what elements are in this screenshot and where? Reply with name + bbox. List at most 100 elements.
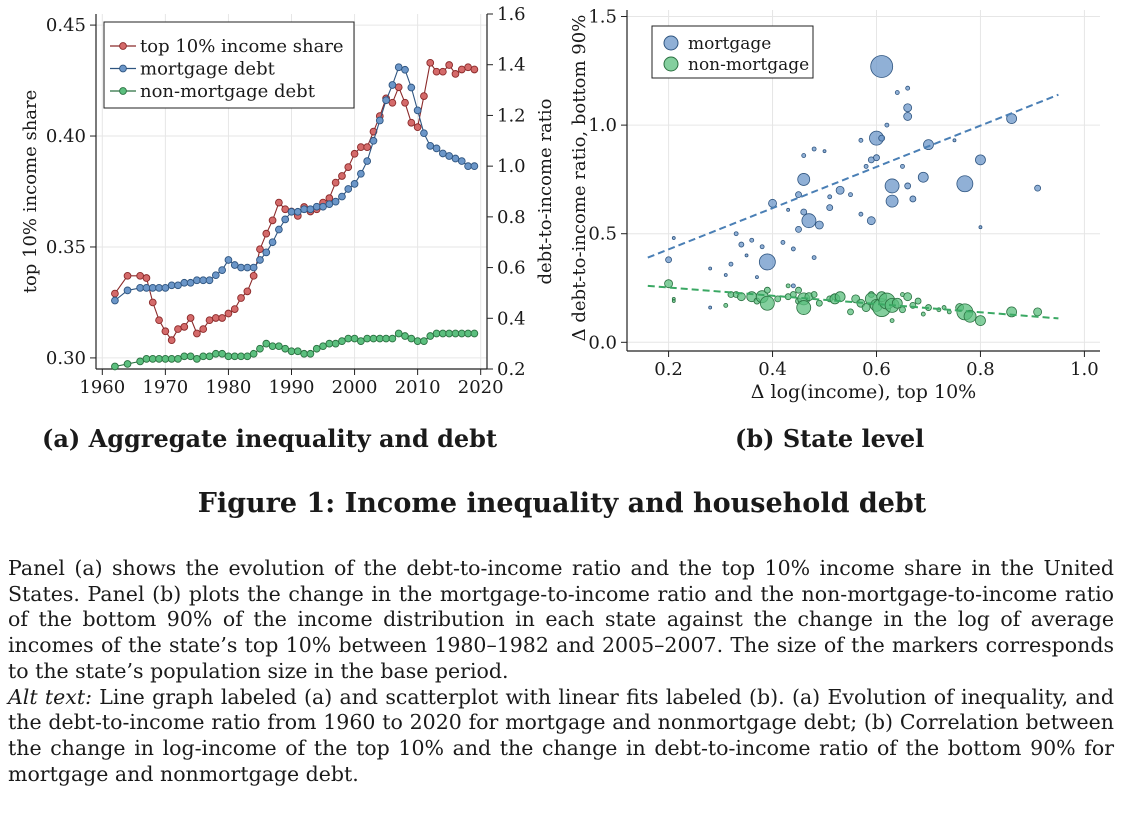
panel-b-caption: (b) State level: [735, 424, 925, 453]
scatter-point-mortgage: [975, 154, 986, 166]
y-left-tick-label: 0.35: [46, 237, 86, 258]
data-point-nonmortgage: [293, 347, 302, 356]
data-point-top10: [218, 314, 226, 322]
data-point-nonmortgage: [344, 334, 353, 343]
legend-box: [651, 25, 814, 79]
scatter-point-mortgage: [665, 256, 672, 264]
legend-label-mortgage: mortgage: [688, 34, 771, 54]
x-tick-label: 0.2: [654, 359, 683, 380]
data-point-nonmortgage: [413, 337, 422, 345]
data-point-nonmortgage: [439, 329, 447, 338]
scatter-point-nonmortgage: [963, 309, 977, 323]
data-point-nonmortgage: [268, 342, 277, 351]
data-point-mortgage: [111, 296, 119, 305]
data-point-mortgage: [167, 281, 176, 290]
data-point-mortgage: [344, 185, 353, 193]
y-right-axis-label: debt-to-income ratio: [535, 98, 556, 284]
scatter-point-mortgage: [903, 112, 913, 121]
scatter-point-mortgage: [738, 241, 745, 248]
data-point-nonmortgage: [142, 355, 151, 363]
scatter-point-nonmortgage: [975, 315, 986, 326]
data-point-nonmortgage: [420, 337, 428, 345]
data-point-mortgage: [388, 81, 397, 89]
data-point-mortgage: [199, 276, 208, 285]
scatter-point-nonmortgage: [914, 297, 922, 305]
y-tick-label: 0.0: [588, 332, 617, 353]
scatter-point-nonmortgage: [723, 302, 729, 308]
data-point-nonmortgage: [300, 349, 308, 358]
data-point-top10: [199, 325, 208, 333]
data-point-nonmortgage: [470, 329, 479, 338]
data-point-mortgage: [420, 129, 428, 138]
panel-a-caption: (a) Aggregate inequality and debt: [42, 424, 498, 453]
fit-line-nonmortgage: [647, 284, 1059, 320]
scatter-point-mortgage: [885, 194, 899, 208]
scatter-point-mortgage: [863, 163, 869, 169]
scatter-point-mortgage: [795, 191, 802, 199]
scatter-point-mortgage: [723, 273, 728, 277]
scatter-point-mortgage: [878, 134, 886, 142]
data-point-top10: [281, 205, 290, 214]
data-point-mortgage: [275, 225, 283, 234]
scatter-point-mortgage: [884, 122, 890, 128]
data-point-mortgage: [312, 202, 321, 211]
data-point-mortgage: [457, 157, 466, 165]
data-point-mortgage: [464, 162, 472, 170]
scatter-point-mortgage: [758, 253, 776, 271]
scatter-point-mortgage: [858, 137, 864, 143]
x-tick-label: 1.0: [1070, 359, 1099, 380]
data-point-top10: [230, 305, 239, 313]
scatter-point-mortgage: [749, 237, 755, 243]
x-tick-label: 1960: [79, 377, 125, 398]
data-point-top10: [155, 316, 163, 325]
scatter-point-mortgage: [790, 283, 796, 289]
data-point-top10: [363, 143, 372, 151]
scatter-point-mortgage: [866, 216, 876, 226]
y-right-tick-label: 1.0: [497, 156, 526, 177]
scatter-point-mortgage: [759, 244, 765, 250]
data-point-top10: [243, 287, 252, 296]
data-point-nonmortgage: [243, 352, 252, 361]
data-point-mortgage: [319, 202, 327, 211]
y-left-tick-label: 0.40: [46, 126, 86, 147]
data-point-mortgage: [445, 152, 454, 160]
data-point-mortgage: [300, 205, 308, 214]
data-point-top10: [420, 92, 428, 100]
data-point-mortgage: [331, 197, 340, 206]
scatter-point-nonmortgage: [899, 306, 906, 314]
data-point-top10: [426, 58, 435, 67]
data-point-top10: [186, 314, 195, 322]
panel-a-chart: 1960 1970 1980 1990 2000 2010 20200.300.350.40…: [20, 4, 556, 398]
scatter-point-mortgage: [744, 253, 749, 258]
data-point-nonmortgage: [167, 355, 176, 363]
data-point-top10: [357, 143, 365, 151]
data-point-top10: [180, 322, 189, 331]
x-tick-label: 0.6: [862, 359, 891, 380]
data-point-mortgage: [186, 278, 195, 287]
y-right-tick-label: 0.6: [497, 258, 526, 279]
data-point-nonmortgage: [312, 344, 321, 353]
data-point-top10: [211, 314, 220, 322]
data-point-nonmortgage: [407, 334, 416, 343]
data-point-mortgage: [256, 256, 264, 264]
data-point-top10: [123, 271, 132, 280]
scatter-point-mortgage: [780, 240, 786, 245]
scatter-point-nonmortgage: [810, 291, 818, 298]
data-point-mortgage: [237, 263, 245, 272]
data-point-nonmortgage: [350, 334, 359, 343]
alt-text-label: Alt text:: [8, 684, 92, 709]
data-point-top10: [394, 83, 403, 92]
scatter-point-mortgage: [884, 178, 900, 194]
data-point-nonmortgage: [394, 329, 403, 338]
data-point-top10: [262, 229, 271, 238]
data-point-nonmortgage: [338, 337, 346, 345]
data-point-top10: [167, 336, 176, 345]
caption-body: Panel (a) shows the evolution of the deb…: [8, 556, 1114, 787]
scatter-point-mortgage: [755, 275, 759, 280]
alt-text-body: Line graph labeled (a) and scatterplot w…: [8, 684, 1114, 786]
scatter-point-mortgage: [708, 266, 713, 271]
scatter-point-mortgage: [894, 90, 900, 95]
scatter-point-nonmortgage: [847, 308, 854, 316]
data-point-top10: [249, 271, 258, 280]
